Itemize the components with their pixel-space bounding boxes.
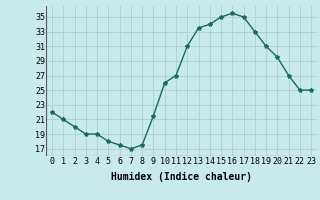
X-axis label: Humidex (Indice chaleur): Humidex (Indice chaleur) bbox=[111, 172, 252, 182]
